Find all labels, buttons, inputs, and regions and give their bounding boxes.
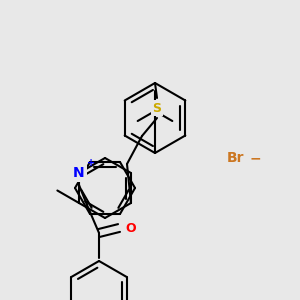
Text: S: S — [152, 101, 161, 115]
Text: +: + — [87, 158, 95, 168]
Text: −: − — [249, 151, 261, 165]
Text: N: N — [73, 166, 85, 180]
Text: Br: Br — [226, 151, 244, 165]
Text: O: O — [126, 221, 136, 235]
